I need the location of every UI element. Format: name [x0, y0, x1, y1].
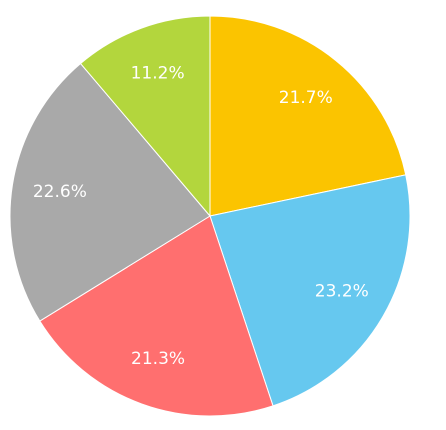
pie-slice	[209, 174, 411, 407]
pie-slice	[39, 215, 274, 417]
data-label: 21.7%	[279, 88, 333, 108]
pie-slice	[79, 15, 211, 218]
pie-slice	[9, 62, 211, 322]
data-label: 11.2%	[131, 63, 185, 83]
pie-slice	[209, 15, 407, 217]
data-label: 21.3%	[131, 349, 185, 369]
data-label: 22.6%	[33, 182, 87, 202]
data-label: 23.2%	[315, 282, 369, 302]
